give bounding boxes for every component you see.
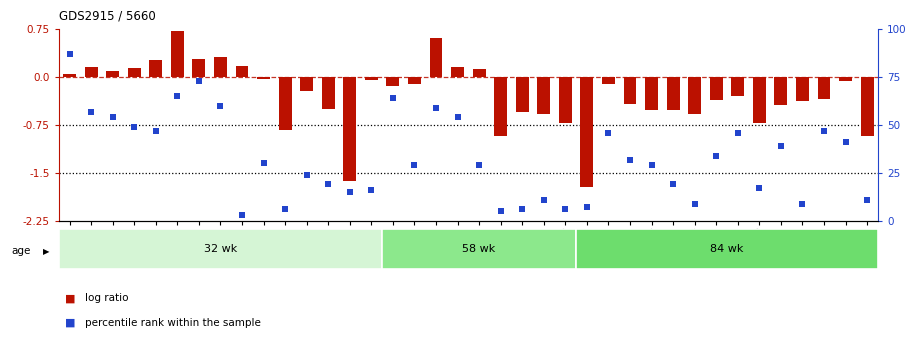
Bar	[796, 77, 809, 101]
Bar	[451, 67, 464, 77]
Text: GDS2915 / 5660: GDS2915 / 5660	[59, 9, 156, 22]
Bar	[85, 67, 98, 77]
Text: 32 wk: 32 wk	[204, 244, 237, 254]
Bar	[624, 77, 636, 104]
Bar	[149, 60, 162, 77]
FancyBboxPatch shape	[576, 229, 878, 269]
Text: age: age	[12, 246, 31, 256]
Bar	[494, 77, 507, 136]
Text: ▶: ▶	[43, 247, 50, 256]
Bar	[235, 66, 249, 77]
Bar	[365, 77, 377, 80]
Bar	[171, 31, 184, 77]
Text: 58 wk: 58 wk	[462, 244, 496, 254]
Bar	[731, 77, 744, 96]
Bar	[343, 77, 357, 180]
Bar	[839, 77, 852, 81]
Bar	[214, 57, 227, 77]
Text: percentile rank within the sample: percentile rank within the sample	[85, 318, 261, 327]
Text: 84 wk: 84 wk	[710, 244, 744, 254]
Bar	[602, 77, 614, 83]
Bar	[408, 77, 421, 83]
Text: ■: ■	[65, 318, 76, 327]
Bar	[63, 74, 76, 77]
Bar	[580, 77, 594, 187]
Bar	[753, 77, 766, 123]
Bar	[430, 38, 443, 77]
Bar	[106, 71, 119, 77]
Bar	[279, 77, 291, 129]
Bar	[775, 77, 787, 105]
Bar	[817, 77, 831, 99]
Bar	[128, 68, 141, 77]
Bar	[710, 77, 723, 100]
FancyBboxPatch shape	[382, 229, 576, 269]
Bar	[538, 77, 550, 114]
Bar	[688, 77, 701, 114]
Bar	[861, 77, 873, 136]
FancyBboxPatch shape	[59, 229, 382, 269]
Bar	[559, 77, 572, 123]
Text: ■: ■	[65, 294, 76, 303]
Bar	[386, 77, 399, 86]
Text: log ratio: log ratio	[85, 294, 129, 303]
Bar	[257, 77, 270, 79]
Bar	[472, 69, 486, 77]
Bar	[300, 77, 313, 91]
Bar	[667, 77, 680, 110]
Bar	[193, 59, 205, 77]
Bar	[322, 77, 335, 109]
Bar	[645, 77, 658, 110]
Bar	[516, 77, 529, 112]
